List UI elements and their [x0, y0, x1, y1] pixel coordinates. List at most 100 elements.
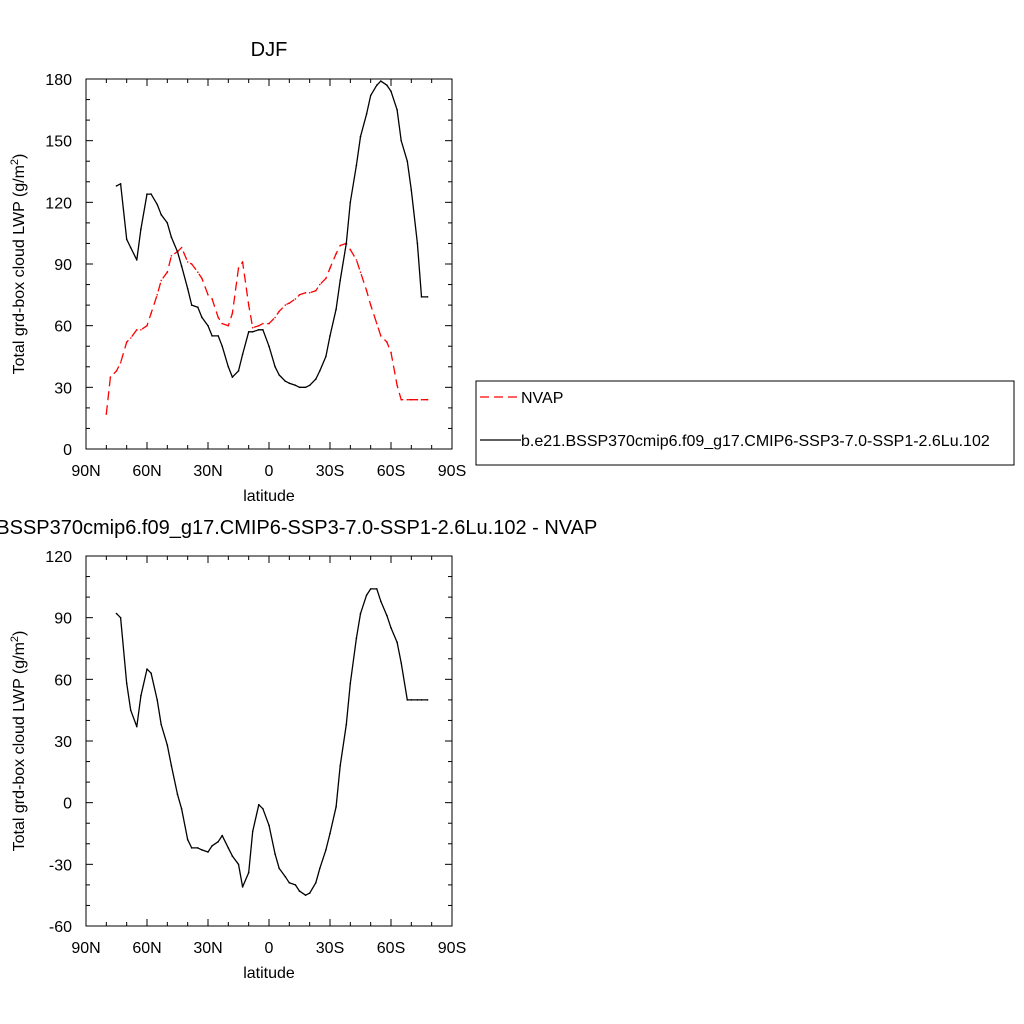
- data-point: [416, 242, 419, 245]
- data-point: [274, 853, 276, 855]
- y-tick-label: -30: [49, 857, 72, 874]
- data-point: [335, 252, 337, 255]
- data-point: [247, 331, 250, 333]
- data-point: [170, 764, 173, 767]
- y-axis-label: Total grd-box cloud LWP (g/m2): [9, 154, 28, 375]
- data-point: [410, 189, 413, 191]
- data-point: [125, 341, 128, 343]
- data-point: [278, 310, 281, 313]
- data-point: [119, 361, 122, 364]
- data-point: [180, 265, 183, 267]
- data-point: [278, 867, 281, 870]
- data-point: [129, 337, 132, 339]
- y-tick-label: 120: [45, 549, 72, 566]
- data-point: [186, 261, 189, 263]
- y-tick-label: 90: [54, 611, 72, 628]
- data-point: [227, 847, 230, 849]
- data-point: [197, 306, 199, 309]
- data-point: [380, 600, 382, 602]
- data-point: [359, 271, 362, 274]
- data-point: [176, 250, 179, 253]
- data-point: [386, 84, 388, 86]
- data-point: [115, 185, 118, 187]
- data-point: [241, 261, 244, 263]
- data-point: [231, 855, 234, 857]
- data-point: [211, 335, 213, 337]
- data-point: [221, 345, 223, 348]
- legend-label-2: b.e21.BSSP370cmip6.f09_g17.CMIP6-SSP3-7.…: [521, 433, 990, 450]
- data-point: [119, 183, 122, 185]
- data-point: [160, 213, 162, 216]
- data-point: [294, 384, 297, 387]
- chart-title: b.e21.BSSP370cmip6.f09_g17.CMIP6-SSP3-7.…: [0, 517, 597, 539]
- data-point: [109, 376, 112, 378]
- data-point: [400, 139, 403, 142]
- data-point: [345, 723, 348, 726]
- data-point: [396, 641, 398, 644]
- data-point: [166, 744, 169, 746]
- x-tick-label: 60N: [132, 940, 161, 957]
- data-point: [426, 699, 429, 701]
- y-axis-label-text: Total grd-box cloud LWP (g/m: [11, 165, 28, 374]
- y-tick-label: -60: [49, 919, 72, 936]
- data-point: [176, 793, 179, 796]
- data-point: [308, 384, 311, 387]
- data-point: [349, 248, 352, 251]
- data-point: [294, 298, 297, 300]
- y-tick-label: 120: [45, 195, 72, 212]
- x-tick-label: 30N: [193, 463, 222, 480]
- legend: NVAP b.e21.BSSP370cmip6.f09_g17.CMIP6-SSP…: [475, 380, 1015, 466]
- x-tick-label: 0: [265, 463, 274, 480]
- data-point: [251, 326, 254, 329]
- y-tick-label: 30: [54, 734, 72, 751]
- data-point: [376, 588, 378, 590]
- plot-frame: [85, 78, 453, 450]
- data-point: [146, 668, 148, 670]
- x-tick-label: 90N: [71, 463, 100, 480]
- data-point: [365, 113, 368, 115]
- data-point: [339, 244, 342, 247]
- data-point: [136, 259, 138, 261]
- data-point: [170, 255, 173, 257]
- data-point: [217, 335, 219, 337]
- data-point: [284, 304, 287, 306]
- y-tick-label: 90: [54, 257, 72, 274]
- data-point: [298, 386, 301, 389]
- chart-2: b.e21.BSSP370cmip6.f09_g17.CMIP6-SSP3-7.…: [0, 517, 597, 982]
- data-point: [258, 329, 260, 331]
- data-point: [400, 398, 403, 401]
- data-point: [190, 263, 193, 265]
- data-point: [376, 322, 378, 325]
- data-point: [329, 832, 331, 835]
- chart-1: DJF 90N 60N 30N 0 30S 60S 90S 0 30 60 90 120 150 180 la…: [9, 39, 1015, 505]
- data-point: [201, 849, 203, 851]
- data-point: [241, 353, 244, 356]
- y-axis-label-close: ): [11, 154, 28, 159]
- data-point: [197, 847, 199, 849]
- data-point: [288, 382, 291, 385]
- y-axis-label-text: Total grd-box cloud LWP (g/m: [11, 642, 28, 851]
- data-point: [319, 283, 321, 286]
- data-point: [221, 834, 223, 837]
- data-point: [160, 279, 162, 282]
- data-point: [258, 324, 260, 327]
- data-point: [304, 894, 307, 896]
- data-point: [211, 845, 213, 847]
- x-axis-label: latitude: [243, 488, 295, 505]
- data-point: [335, 806, 337, 808]
- data-point: [345, 242, 348, 245]
- legend-box: [475, 380, 1015, 466]
- data-point: [156, 203, 158, 206]
- data-point: [369, 304, 372, 306]
- data-point: [355, 259, 358, 261]
- data-point: [308, 292, 311, 294]
- data-point: [365, 289, 368, 292]
- data-point: [355, 637, 358, 639]
- y-tick-label: 60: [54, 319, 72, 336]
- data-point: [294, 884, 297, 886]
- data-point: [325, 849, 327, 851]
- series-line-1: [105, 242, 428, 415]
- chart-title: DJF: [251, 39, 288, 61]
- x-tick-label: 60S: [377, 463, 405, 480]
- data-point: [386, 341, 388, 343]
